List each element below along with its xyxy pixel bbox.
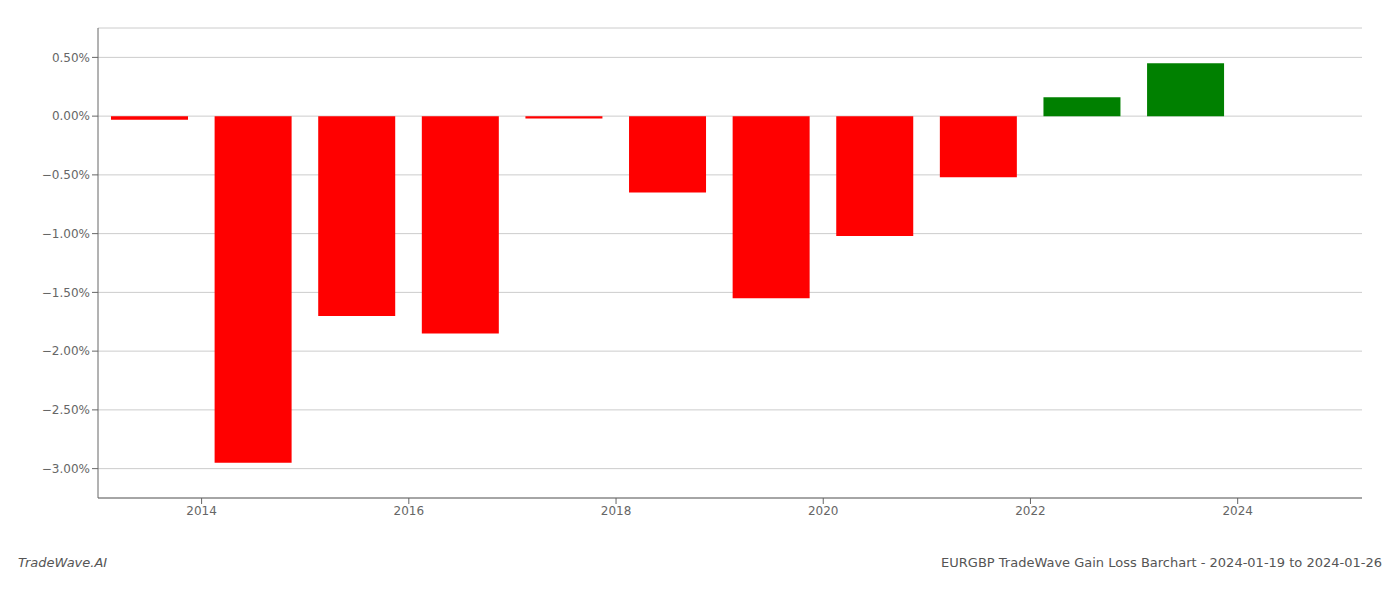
- html-text:TradeWave.AI: TradeWave.AI: [18, 554, 108, 570]
- svg-text:2022: 2022: [1015, 504, 1046, 518]
- svg-text:−2.00%: −2.00%: [42, 344, 90, 358]
- svg-text:2016: 2016: [394, 504, 425, 518]
- svg-text:0.00%: 0.00%: [52, 109, 90, 123]
- svg-text:0.50%: 0.50%: [52, 51, 90, 65]
- html-text:EURGBP TradeWave Gain Loss Bar: EURGBP TradeWave Gain Loss Barchart - 20…: [941, 554, 1382, 570]
- svg-text:2020: 2020: [808, 504, 839, 518]
- svg-text:−1.00%: −1.00%: [42, 227, 90, 241]
- svg-text:−0.50%: −0.50%: [42, 168, 90, 182]
- svg-text:−1.50%: −1.50%: [42, 286, 90, 300]
- svg-text:2018: 2018: [601, 504, 632, 518]
- svg-text:−3.00%: −3.00%: [42, 462, 90, 476]
- svg-text:2014: 2014: [186, 504, 217, 518]
- svg-text:−2.50%: −2.50%: [42, 403, 90, 417]
- svg-text:2024: 2024: [1222, 504, 1253, 518]
